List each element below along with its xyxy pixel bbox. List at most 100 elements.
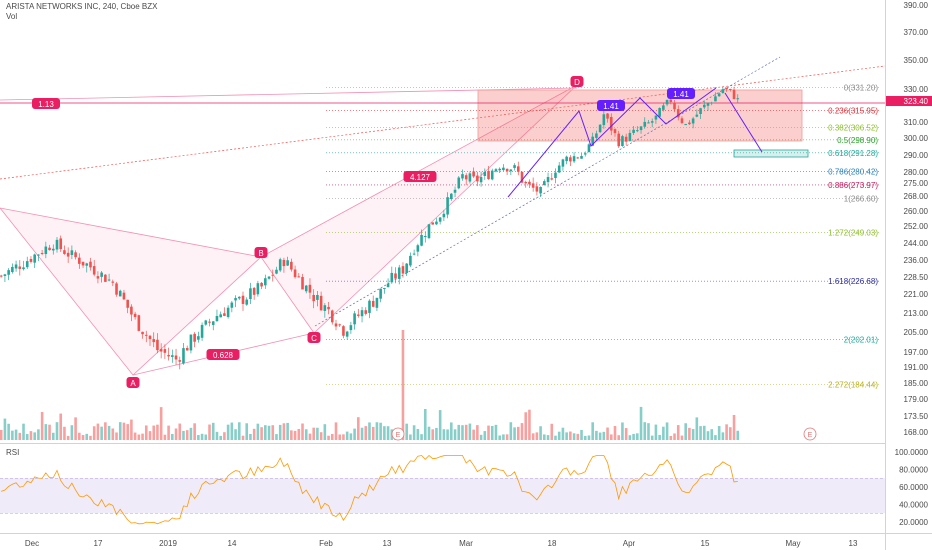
volume-bar (416, 429, 420, 440)
candle-body (509, 169, 513, 172)
candle-body (569, 157, 572, 162)
volume-bar (267, 425, 271, 440)
volume-bar (260, 427, 263, 440)
candle-body (252, 287, 256, 295)
price-pane (0, 0, 885, 443)
candle-body (379, 288, 382, 299)
volume-bar (639, 406, 643, 440)
volume-bar (505, 434, 509, 440)
time-tick-label: 13 (383, 539, 392, 548)
candle-body (554, 172, 557, 179)
candle-body (583, 153, 587, 155)
volume-bar (308, 433, 312, 440)
volume-bar (81, 435, 85, 440)
candle-body (647, 122, 650, 124)
volume-bar (230, 422, 234, 440)
point-d-label: D (574, 78, 580, 87)
candle-body (0, 275, 3, 277)
candle-body (89, 261, 92, 268)
candle-body (676, 109, 680, 118)
abcd-ratio-2-label: 1.41 (673, 90, 689, 99)
candle-body (204, 320, 208, 325)
price-tick-label: 252.00 (904, 222, 929, 231)
fib-level-label: 0.382(306.52) (828, 124, 878, 133)
volume-bar (539, 426, 542, 440)
candle-body (624, 136, 628, 142)
candle-body (148, 335, 152, 340)
candle-body (524, 181, 528, 184)
volume-bar (241, 435, 245, 440)
candle-body (44, 246, 48, 255)
candle-body (182, 348, 185, 364)
time-tick-label: 17 (94, 539, 103, 548)
candle-body (78, 257, 81, 264)
candle-body (684, 124, 687, 126)
volume-bar (137, 434, 141, 440)
volume-bar (63, 426, 66, 440)
candle-body (446, 197, 449, 215)
price-tick-label: 244.00 (904, 239, 929, 248)
ratio-bc-label-bg (206, 349, 240, 360)
price-tick-label: 185.00 (904, 379, 929, 388)
candle-body (386, 283, 390, 288)
volume-bar (736, 430, 740, 440)
candle-body (189, 334, 193, 351)
volume-bar (699, 426, 702, 440)
candle-body (137, 315, 141, 331)
volume-bar (130, 419, 133, 440)
candle-body (178, 360, 182, 362)
fib-level-label: 0.886(273.97) (828, 181, 878, 190)
fib-level-label: 2(202.01) (844, 335, 879, 344)
time-tick-label: Mar (459, 539, 473, 548)
volume-bar (364, 426, 368, 440)
volume-bar (74, 417, 77, 440)
volume-bar (185, 430, 189, 440)
volume-bar (89, 435, 92, 440)
candle-body (598, 124, 602, 133)
volume-bar (37, 429, 40, 440)
candle-body (81, 261, 85, 266)
candle-body (141, 331, 144, 335)
volume-bar (193, 423, 196, 440)
candle-body (725, 87, 728, 90)
volume-bar (602, 431, 606, 440)
volume-bar (732, 414, 736, 440)
time-tick-label: 13 (849, 539, 858, 548)
volume-bar (643, 422, 647, 440)
candle-body (33, 254, 36, 263)
candle-body (234, 297, 237, 301)
candle-body (249, 288, 252, 299)
point-a-label: A (130, 379, 136, 388)
time-tick-label: Apr (623, 539, 636, 548)
volume-bar (624, 428, 628, 440)
candle-body (174, 355, 178, 360)
candle-body (658, 108, 661, 117)
candle-body (595, 133, 598, 138)
abcd-legs (507, 87, 717, 198)
candle-body (450, 193, 453, 200)
volume-bar (327, 435, 330, 440)
candle-body (729, 88, 732, 90)
candle-body (662, 105, 665, 110)
price-tick-label: 173.50 (904, 412, 929, 421)
volume-bar (223, 432, 226, 440)
candle-body (267, 276, 271, 279)
candle-body (226, 307, 230, 317)
volume-bar (613, 425, 617, 440)
volume-bar (714, 435, 717, 440)
rsi-label: RSI (6, 448, 20, 457)
volume-bar (178, 423, 182, 440)
point-b-label-bg (254, 247, 268, 258)
volume-bar (92, 426, 96, 440)
volume-bar (226, 424, 230, 440)
candle-body (100, 272, 103, 277)
candle-body (673, 103, 676, 110)
volume-bar (383, 426, 386, 440)
volume-bar (662, 426, 665, 440)
candle-body (342, 326, 345, 336)
current-price-label: 323.40 (904, 97, 929, 106)
volume-bar (48, 424, 51, 440)
rsi-tick-label: 80.0000 (899, 466, 928, 475)
chart-title: ARISTA NETWORKS INC, 240, Cboe BZX (6, 2, 158, 11)
